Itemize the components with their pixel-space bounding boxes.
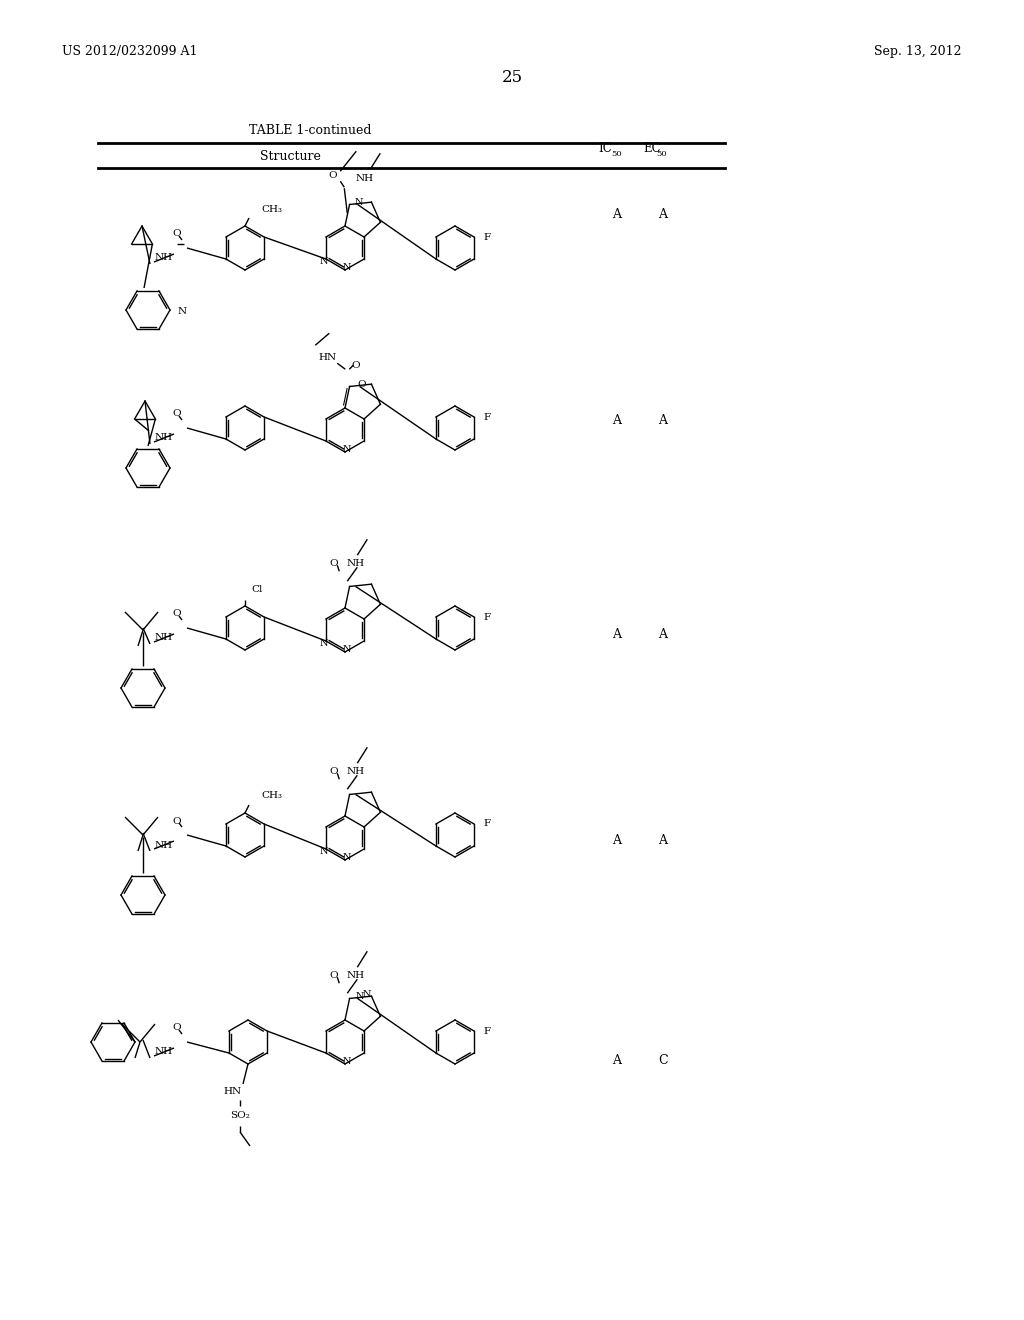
Text: O: O xyxy=(173,610,181,619)
Text: HN: HN xyxy=(318,352,336,362)
Text: N: N xyxy=(343,644,351,653)
Text: A: A xyxy=(658,628,668,642)
Text: A: A xyxy=(658,413,668,426)
Text: NH: NH xyxy=(155,634,173,643)
Text: C: C xyxy=(658,1053,668,1067)
Text: F: F xyxy=(483,612,490,622)
Text: CH₃: CH₃ xyxy=(261,205,282,214)
Text: O: O xyxy=(328,170,337,180)
Text: 25: 25 xyxy=(502,70,522,87)
Text: N: N xyxy=(355,993,365,1001)
Text: O: O xyxy=(173,409,181,418)
Text: NH: NH xyxy=(346,970,365,979)
Text: N: N xyxy=(343,1056,351,1065)
Text: NH: NH xyxy=(155,841,173,850)
Text: NH: NH xyxy=(155,253,173,263)
Text: O: O xyxy=(173,230,181,239)
Text: F: F xyxy=(483,1027,490,1035)
Text: N: N xyxy=(343,263,351,272)
Text: NH: NH xyxy=(346,558,365,568)
Text: N: N xyxy=(343,445,351,454)
Text: NH: NH xyxy=(355,174,374,182)
Text: O: O xyxy=(357,380,367,389)
Text: HN: HN xyxy=(224,1088,242,1097)
Text: NH: NH xyxy=(155,1048,173,1056)
Text: F: F xyxy=(483,232,490,242)
Text: A: A xyxy=(612,1053,622,1067)
Text: N: N xyxy=(319,847,329,857)
Text: N: N xyxy=(354,198,364,207)
Text: A: A xyxy=(612,833,622,846)
Text: F: F xyxy=(483,412,490,421)
Text: A: A xyxy=(658,209,668,222)
Text: EC: EC xyxy=(643,143,660,154)
Text: NH: NH xyxy=(155,433,173,442)
Text: US 2012/0232099 A1: US 2012/0232099 A1 xyxy=(62,45,198,58)
Text: N: N xyxy=(343,853,351,862)
Text: A: A xyxy=(612,209,622,222)
Text: NH: NH xyxy=(346,767,365,776)
Text: A: A xyxy=(658,833,668,846)
Text: 50: 50 xyxy=(611,150,622,158)
Text: Structure: Structure xyxy=(259,149,321,162)
Text: O: O xyxy=(351,360,359,370)
Text: N: N xyxy=(319,257,329,267)
Text: O: O xyxy=(329,767,338,776)
Text: O: O xyxy=(173,817,181,825)
Text: O: O xyxy=(329,558,338,568)
Text: CH₃: CH₃ xyxy=(261,792,282,800)
Text: A: A xyxy=(612,413,622,426)
Text: N: N xyxy=(178,308,187,317)
Text: Cl: Cl xyxy=(251,585,262,594)
Text: SO₂: SO₂ xyxy=(230,1111,250,1121)
Text: Sep. 13, 2012: Sep. 13, 2012 xyxy=(874,45,962,58)
Text: O: O xyxy=(173,1023,181,1032)
Text: N: N xyxy=(362,990,371,999)
Text: IC: IC xyxy=(598,143,611,154)
Text: TABLE 1-continued: TABLE 1-continued xyxy=(249,124,372,136)
Text: N: N xyxy=(319,639,329,648)
Text: F: F xyxy=(483,820,490,829)
Text: A: A xyxy=(612,628,622,642)
Text: 50: 50 xyxy=(656,150,667,158)
Text: O: O xyxy=(329,970,338,979)
